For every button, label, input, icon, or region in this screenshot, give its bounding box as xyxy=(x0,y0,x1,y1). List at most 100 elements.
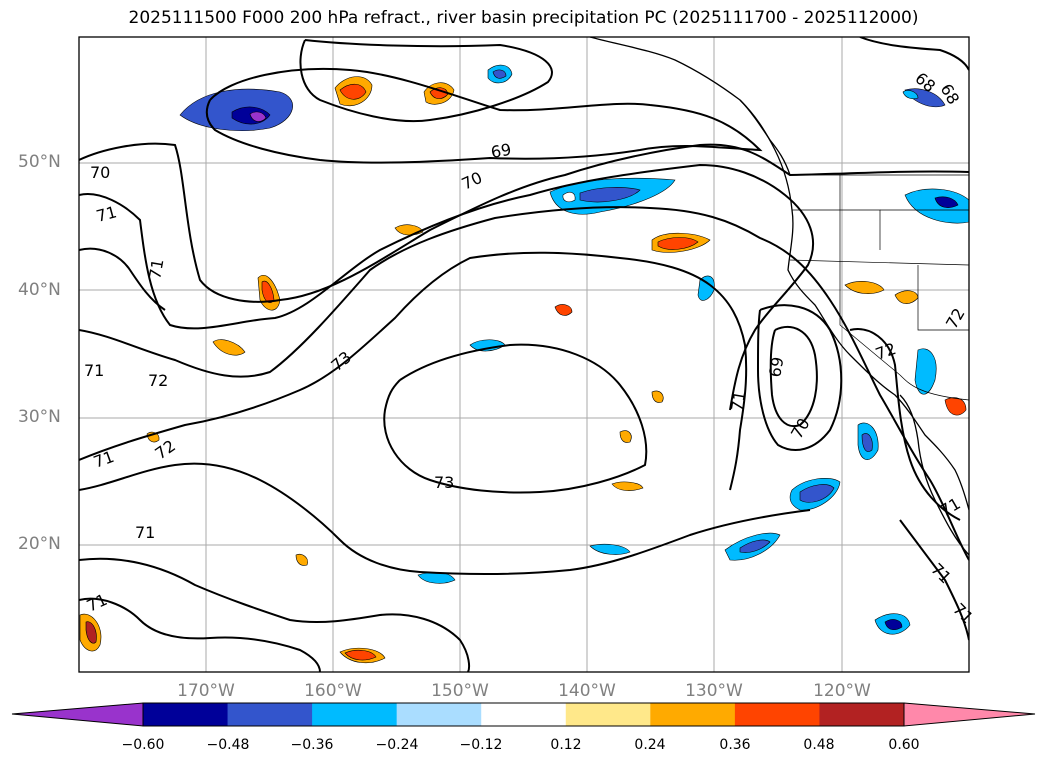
contour-line xyxy=(79,142,969,303)
pc-blob xyxy=(589,543,631,555)
pc-blob xyxy=(861,433,873,452)
colorbar-segments xyxy=(143,703,905,726)
positive-pc-areas xyxy=(79,76,967,664)
map-frame xyxy=(78,36,970,673)
contour-label: 68 xyxy=(937,81,964,108)
contour-line xyxy=(756,304,843,451)
lon-label: 140°W xyxy=(558,681,616,701)
contour-label: 68 xyxy=(911,69,939,97)
coastline xyxy=(739,99,791,176)
contour-label: 71 xyxy=(91,447,117,472)
contour-line xyxy=(899,519,969,641)
contour-line xyxy=(769,326,818,428)
colorbar-tick-label: −0.48 xyxy=(206,737,250,753)
lat-label: 20°N xyxy=(18,534,61,554)
pc-blob xyxy=(657,237,699,250)
contour-line xyxy=(79,206,969,561)
contour-line xyxy=(79,557,470,672)
contour-label: 72 xyxy=(942,305,969,332)
contour-label: 71 xyxy=(727,389,749,412)
contour-label: 69 xyxy=(765,355,787,378)
refractivity-contours xyxy=(79,37,969,672)
coastline xyxy=(899,394,969,556)
contour-line xyxy=(205,67,763,164)
contour-label: 71 xyxy=(84,590,110,616)
contour-label: 71 xyxy=(84,361,104,380)
pc-blob xyxy=(85,621,97,644)
boundary-line xyxy=(899,374,969,401)
contour-line xyxy=(79,247,166,311)
contour-label: 71 xyxy=(135,523,155,542)
boundary-line xyxy=(917,265,969,331)
contour-label: 73 xyxy=(327,347,355,375)
coastlines xyxy=(589,37,969,556)
lat-label: 40°N xyxy=(18,280,61,300)
colorbar-tick-label: −0.36 xyxy=(290,737,334,753)
colorbar-segment xyxy=(650,703,736,726)
pc-blob xyxy=(651,390,664,403)
pc-blob xyxy=(844,281,885,294)
colorbar-segment xyxy=(227,703,313,726)
pc-blob xyxy=(249,111,267,122)
boundaries xyxy=(789,174,969,401)
colorbar-tick-label: 0.60 xyxy=(888,737,920,753)
pc-blob xyxy=(619,430,632,443)
contour-label: 71 xyxy=(94,202,119,226)
lon-label: 130°W xyxy=(685,681,743,701)
map-area xyxy=(79,37,969,672)
colorbar-segment xyxy=(734,703,820,726)
contour-label: 71 xyxy=(145,257,167,280)
pc-blob xyxy=(339,83,367,100)
contour-label: 70 xyxy=(90,163,110,182)
colorbar-tick-label: 0.12 xyxy=(550,737,582,753)
colorbar-segment xyxy=(396,703,482,726)
colorbar-tick-label: 0.24 xyxy=(634,737,666,753)
colorbar-segment xyxy=(565,703,651,726)
colorbar xyxy=(11,702,1036,727)
contour-label: 70 xyxy=(787,415,814,442)
contour-line xyxy=(849,328,961,521)
lon-label: 160°W xyxy=(304,681,362,701)
colorbar-tick-label: −0.24 xyxy=(375,737,419,753)
coastline xyxy=(589,37,969,511)
colorbar-tick-label: 0.36 xyxy=(719,737,751,753)
map-background xyxy=(79,37,969,672)
colorbar-tick-label: −0.60 xyxy=(121,737,165,753)
contour-label: 70 xyxy=(459,168,485,194)
colorbar-frame xyxy=(142,702,905,727)
pc-blob xyxy=(562,191,576,203)
pc-blob xyxy=(492,69,507,79)
contour-label: 72 xyxy=(151,436,179,463)
negative-pc-areas xyxy=(179,64,969,635)
contour-line xyxy=(79,462,811,576)
contour-line xyxy=(299,39,553,123)
boundary-line xyxy=(839,265,901,376)
contour-label: 73 xyxy=(434,473,454,492)
pc-blob xyxy=(739,539,771,553)
contour-label: 69 xyxy=(489,140,512,162)
contour-label: 71 xyxy=(937,494,964,521)
contour-label: 72 xyxy=(873,339,899,364)
pc-blob xyxy=(697,275,715,301)
pc-blob xyxy=(934,196,959,208)
pc-blob xyxy=(295,553,308,566)
contour-line xyxy=(79,163,815,411)
pc-blob xyxy=(799,484,835,503)
pc-blob xyxy=(904,188,969,224)
pc-blob xyxy=(884,619,903,631)
colorbar-segment xyxy=(312,703,398,726)
contour-line xyxy=(859,37,969,71)
contour-line xyxy=(79,597,321,672)
colorbar-tick-label: −0.12 xyxy=(459,737,503,753)
lon-label: 150°W xyxy=(431,681,489,701)
pc-blob xyxy=(554,304,573,316)
contour-line xyxy=(79,251,748,491)
lon-label: 120°W xyxy=(813,681,871,701)
colorbar-tick-label: 0.48 xyxy=(803,737,835,753)
contour-label: 71 xyxy=(927,559,955,587)
pc-blob xyxy=(212,339,246,356)
boundary-line xyxy=(789,259,969,266)
colorbar-segment xyxy=(143,703,229,726)
